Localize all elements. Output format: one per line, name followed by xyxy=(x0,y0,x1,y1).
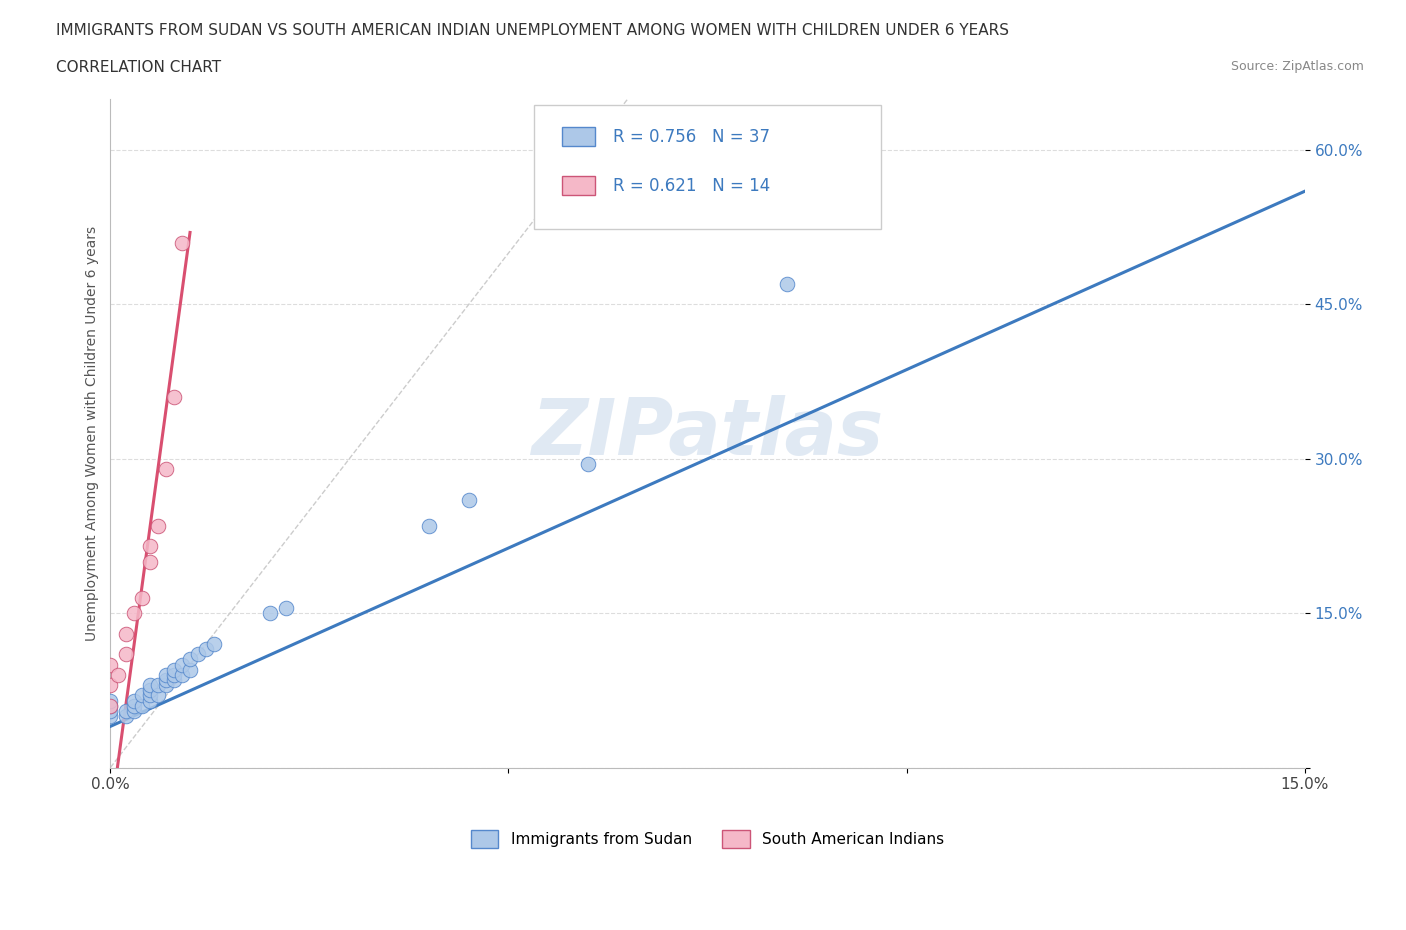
FancyBboxPatch shape xyxy=(534,105,880,229)
Point xyxy=(100,709,122,724)
Point xyxy=(100,698,122,713)
Text: Source: ZipAtlas.com: Source: ZipAtlas.com xyxy=(1230,60,1364,73)
Point xyxy=(139,688,162,703)
Point xyxy=(139,538,162,553)
Point xyxy=(107,668,129,683)
Point xyxy=(139,554,162,569)
Point xyxy=(259,605,281,620)
Point xyxy=(170,658,193,672)
Text: CORRELATION CHART: CORRELATION CHART xyxy=(56,60,221,75)
Point xyxy=(576,457,599,472)
Point xyxy=(115,709,138,724)
Point xyxy=(457,493,479,508)
Point xyxy=(139,693,162,708)
Point xyxy=(139,678,162,693)
Text: ZIPatlas: ZIPatlas xyxy=(531,395,883,472)
Text: IMMIGRANTS FROM SUDAN VS SOUTH AMERICAN INDIAN UNEMPLOYMENT AMONG WOMEN WITH CHI: IMMIGRANTS FROM SUDAN VS SOUTH AMERICAN … xyxy=(56,23,1010,38)
Point xyxy=(148,518,170,533)
Point xyxy=(148,678,170,693)
Point xyxy=(100,678,122,693)
Point xyxy=(274,601,297,616)
Text: R = 0.756   N = 37: R = 0.756 N = 37 xyxy=(613,127,770,146)
Legend: Immigrants from Sudan, South American Indians: Immigrants from Sudan, South American In… xyxy=(463,822,952,856)
Point xyxy=(100,693,122,708)
Point xyxy=(100,658,122,672)
Point xyxy=(131,698,153,713)
Point xyxy=(815,184,838,199)
Point xyxy=(100,703,122,718)
Point xyxy=(139,683,162,698)
Point xyxy=(115,703,138,718)
Point xyxy=(163,662,186,677)
Y-axis label: Unemployment Among Women with Children Under 6 years: Unemployment Among Women with Children U… xyxy=(86,226,100,641)
Point xyxy=(170,235,193,250)
Point xyxy=(148,688,170,703)
Point xyxy=(202,637,225,652)
Point xyxy=(155,461,177,476)
Point xyxy=(131,688,153,703)
Text: R = 0.621   N = 14: R = 0.621 N = 14 xyxy=(613,177,770,194)
Point xyxy=(155,668,177,683)
Point xyxy=(418,518,440,533)
Point xyxy=(124,693,146,708)
FancyBboxPatch shape xyxy=(562,127,595,146)
Point xyxy=(194,642,217,657)
Point xyxy=(124,698,146,713)
Point xyxy=(115,647,138,662)
Point xyxy=(179,652,201,667)
Point xyxy=(124,703,146,718)
Point xyxy=(124,605,146,620)
Point xyxy=(163,668,186,683)
Point xyxy=(155,678,177,693)
Point xyxy=(163,390,186,405)
Point xyxy=(187,647,209,662)
Point xyxy=(131,591,153,605)
Point xyxy=(170,668,193,683)
Point xyxy=(179,662,201,677)
Point xyxy=(163,672,186,687)
Point xyxy=(115,626,138,641)
Point xyxy=(100,698,122,713)
FancyBboxPatch shape xyxy=(562,177,595,195)
Point xyxy=(155,672,177,687)
Point xyxy=(776,276,799,291)
